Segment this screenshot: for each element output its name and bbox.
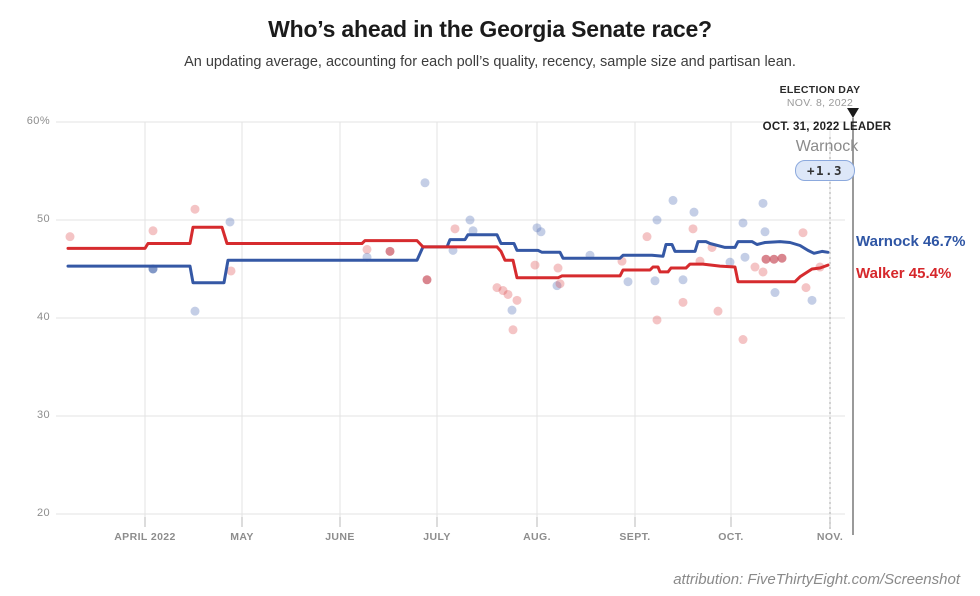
walker-poll-dot: [652, 315, 662, 325]
warnock-poll-dot: [468, 226, 478, 236]
leader-date-label: OCT. 31, 2022 LEADER: [762, 121, 892, 133]
x-tick-label: SEPT.: [619, 531, 651, 543]
x-tick-label: APRIL 2022: [114, 531, 176, 543]
walker-poll-dot: [530, 260, 540, 270]
warnock-poll-dot: [465, 215, 475, 225]
walker-poll-dot: [148, 226, 158, 236]
walker-poll-dot: [385, 246, 395, 256]
x-tick-label: MAY: [230, 531, 254, 543]
x-tick-label: OCT.: [718, 531, 744, 543]
warnock-poll-dot: [225, 217, 235, 227]
walker-poll-dot: [65, 232, 75, 242]
election-day-label: ELECTION DAY: [779, 84, 861, 96]
x-tick-label: JULY: [423, 531, 451, 543]
warnock-poll-dot: [770, 288, 780, 298]
x-tick-label: AUG.: [523, 531, 551, 543]
warnock-poll-dot: [552, 281, 562, 291]
walker-poll-dot: [738, 335, 748, 345]
x-tick-label: JUNE: [325, 531, 355, 543]
y-tick-label: 20: [36, 507, 50, 519]
walker-poll-dot: [678, 297, 688, 307]
walker-poll-dot: [362, 244, 372, 254]
walker-poll-dot: [798, 228, 808, 238]
y-tick-label: 30: [36, 409, 50, 421]
warnock-poll-dot: [668, 195, 678, 205]
leader-name: Warnock: [795, 138, 859, 155]
walker-poll-dot: [801, 283, 811, 293]
leader-margin-badge: +1.3: [795, 160, 855, 181]
warnock-poll-dot: [623, 277, 633, 287]
walker-poll-dot: [769, 254, 779, 264]
warnock-poll-dot: [758, 198, 768, 208]
x-tick-label: NOV.: [816, 531, 844, 543]
warnock-poll-dot: [760, 227, 770, 237]
walker-series-label: Walker 45.4%: [856, 265, 952, 282]
warnock-poll-dot: [807, 295, 817, 305]
warnock-poll-dot: [678, 275, 688, 285]
attribution-text: attribution: FiveThirtyEight.com/Screens…: [673, 571, 960, 588]
walker-poll-dot: [503, 289, 513, 299]
election-day-marker-icon: [847, 108, 859, 118]
warnock-poll-dot: [650, 276, 660, 286]
warnock-poll-dot: [190, 306, 200, 316]
warnock-poll-dot: [536, 227, 546, 237]
warnock-poll-dot: [740, 252, 750, 262]
walker-poll-dot: [713, 306, 723, 316]
election-day-date: NOV. 8, 2022: [786, 97, 854, 109]
walker-poll-dot: [226, 266, 236, 276]
walker-poll-dot: [761, 254, 771, 264]
walker-poll-dot: [508, 325, 518, 335]
warnock-poll-dot: [420, 178, 430, 188]
walker-poll-dot: [422, 275, 432, 285]
walker-poll-dot: [777, 253, 787, 263]
warnock-series-label: Warnock 46.7%: [856, 233, 966, 250]
walker-poll-dot: [512, 295, 522, 305]
walker-poll-dot: [190, 204, 200, 214]
walker-poll-dot: [688, 224, 698, 234]
walker-poll-dot: [450, 224, 460, 234]
walker-average-line: [66, 225, 830, 284]
y-tick-label: 50: [36, 213, 50, 225]
walker-poll-dot: [642, 232, 652, 242]
warnock-poll-dot: [532, 223, 542, 233]
walker-poll-dot: [553, 263, 563, 273]
y-tick-label: 60%: [26, 115, 50, 127]
walker-poll-dot: [758, 267, 768, 277]
warnock-average-line: [66, 233, 830, 285]
warnock-poll-dot: [652, 215, 662, 225]
warnock-poll-dot: [507, 305, 517, 315]
y-tick-label: 40: [36, 311, 50, 323]
walker-poll-dot: [750, 262, 760, 272]
warnock-poll-dot: [738, 218, 748, 228]
walker-poll-dot: [492, 283, 502, 293]
walker-poll-dot: [498, 286, 508, 296]
walker-poll-dot: [555, 279, 565, 289]
warnock-poll-dot: [689, 207, 699, 217]
page-title: Who’s ahead in the Georgia Senate race?: [268, 16, 712, 42]
page-subtitle: An updating average, accounting for each…: [184, 54, 796, 70]
election-day-annotation: ELECTION DAY NOV. 8, 2022: [745, 84, 895, 110]
warnock-poll-dot: [725, 257, 735, 267]
